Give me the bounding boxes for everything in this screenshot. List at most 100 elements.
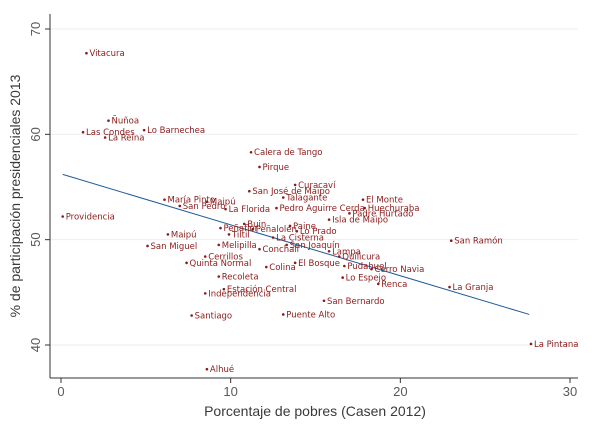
point-label: Peñaflor bbox=[223, 224, 258, 234]
point-label: Pedro Aguirre Cerda bbox=[279, 204, 364, 214]
point-marker bbox=[281, 313, 285, 316]
point-label: Isla de Maipo bbox=[332, 216, 388, 226]
data-point: La Cisterna bbox=[271, 234, 324, 244]
data-point: Santiago bbox=[190, 312, 232, 322]
point-marker bbox=[205, 200, 209, 204]
point-marker bbox=[85, 51, 88, 55]
point-marker bbox=[281, 196, 285, 199]
point-label: Cerrillos bbox=[208, 253, 243, 263]
data-point: Conchalí bbox=[258, 245, 300, 255]
point-marker bbox=[348, 212, 351, 215]
data-point: San Miguel bbox=[146, 242, 197, 252]
point-label: Providencia bbox=[66, 212, 115, 222]
point-marker bbox=[258, 247, 261, 251]
gridlines bbox=[50, 28, 578, 346]
point-label: Puente Alto bbox=[286, 310, 335, 320]
point-marker bbox=[242, 222, 246, 226]
point-marker bbox=[146, 244, 149, 248]
point-marker bbox=[142, 128, 146, 132]
point-label: Lo Barnechea bbox=[147, 126, 205, 136]
y-tick-label: 40 bbox=[28, 338, 43, 352]
y-axis-title: % de participación presidenciales 2013 bbox=[7, 74, 23, 317]
data-point: Lo Barnechea bbox=[142, 126, 205, 136]
data-point: San Bernardo bbox=[322, 297, 385, 307]
data-point: Calera de Tango bbox=[249, 148, 322, 158]
data-point: Ñuñoa bbox=[107, 116, 139, 127]
point-label: Renca bbox=[381, 280, 407, 290]
point-label: Alhué bbox=[210, 364, 234, 375]
data-point: Pirque bbox=[258, 163, 289, 173]
data-point: Las Condes bbox=[81, 128, 135, 138]
point-marker bbox=[341, 276, 344, 279]
data-point: Cerrillos bbox=[203, 253, 244, 263]
data-point: Talagante bbox=[281, 194, 327, 204]
data-point: La Pintana bbox=[529, 340, 578, 350]
point-label: San Miguel bbox=[151, 242, 198, 252]
point-marker bbox=[103, 136, 107, 139]
data-point: Pedro Aguirre Cerda bbox=[275, 204, 365, 214]
point-marker bbox=[249, 150, 253, 154]
data-point: Cerro Navia bbox=[370, 265, 424, 275]
point-label: Ñuñoa bbox=[112, 116, 140, 127]
point-label: El Bosque bbox=[298, 259, 340, 269]
point-label: Las Condes bbox=[86, 128, 135, 138]
point-label: Lo Espejo bbox=[346, 274, 386, 284]
point-label: Peñalolén bbox=[256, 224, 297, 235]
data-point: San José de Maipo bbox=[248, 186, 330, 197]
point-marker bbox=[275, 206, 278, 210]
x-tick-label: 0 bbox=[57, 384, 64, 399]
data-point: Maipú bbox=[205, 198, 236, 208]
point-label: Quilicura bbox=[342, 253, 380, 263]
data-point: Quinta Normal bbox=[185, 259, 251, 269]
axes: 0 10 20 30 40 50 60 70 bbox=[28, 14, 578, 399]
data-point: Buin bbox=[242, 220, 266, 230]
point-label: Vitacura bbox=[89, 49, 124, 59]
point-label: La Granja bbox=[453, 283, 494, 293]
point-marker bbox=[363, 206, 367, 210]
data-point: Vitacura bbox=[85, 49, 125, 59]
point-marker bbox=[327, 249, 331, 253]
point-label: Buin bbox=[247, 220, 266, 230]
point-marker bbox=[449, 239, 453, 243]
point-label: La Cisterna bbox=[276, 234, 324, 244]
point-label: Padre Hurtado bbox=[352, 209, 413, 219]
fit-line-layer bbox=[62, 173, 530, 315]
x-tick-label: 10 bbox=[223, 384, 237, 399]
y-tick-label: 50 bbox=[28, 232, 43, 246]
data-point: Lo Prado bbox=[295, 227, 337, 237]
y-tick-label: 70 bbox=[28, 22, 43, 36]
point-marker bbox=[337, 255, 341, 258]
data-point: Estación Central bbox=[222, 284, 297, 295]
data-point: Colina bbox=[264, 263, 296, 273]
data-point: Puente Alto bbox=[281, 310, 335, 320]
point-marker bbox=[288, 224, 292, 228]
point-label: Cerro Navia bbox=[374, 265, 424, 275]
y-tick-label: 60 bbox=[28, 127, 43, 141]
data-point: María Pinto bbox=[163, 196, 215, 206]
point-marker bbox=[271, 236, 275, 239]
point-label: Quinta Normal bbox=[190, 259, 252, 269]
point-label: Maipú bbox=[210, 198, 236, 208]
point-marker bbox=[178, 204, 182, 208]
point-label: Paine bbox=[293, 222, 316, 232]
point-label: Recoleta bbox=[222, 273, 259, 283]
data-point: Pudahuel bbox=[343, 262, 387, 272]
point-marker bbox=[203, 255, 207, 258]
point-marker bbox=[205, 367, 209, 371]
point-label: Pudahuel bbox=[347, 262, 386, 272]
data-point: Padre Hurtado bbox=[348, 209, 413, 219]
point-marker bbox=[343, 264, 346, 268]
data-point: San Ramón bbox=[449, 236, 503, 247]
point-label: San Joaquín bbox=[290, 241, 340, 251]
x-tick-label: 20 bbox=[393, 384, 407, 399]
data-point: Quilicura bbox=[337, 253, 380, 263]
point-marker bbox=[217, 243, 221, 247]
point-marker bbox=[185, 261, 188, 265]
fit-line bbox=[62, 173, 530, 315]
point-marker bbox=[222, 287, 226, 291]
point-label: Huechuraba bbox=[368, 204, 420, 214]
point-marker bbox=[258, 165, 261, 169]
point-marker bbox=[376, 282, 380, 286]
